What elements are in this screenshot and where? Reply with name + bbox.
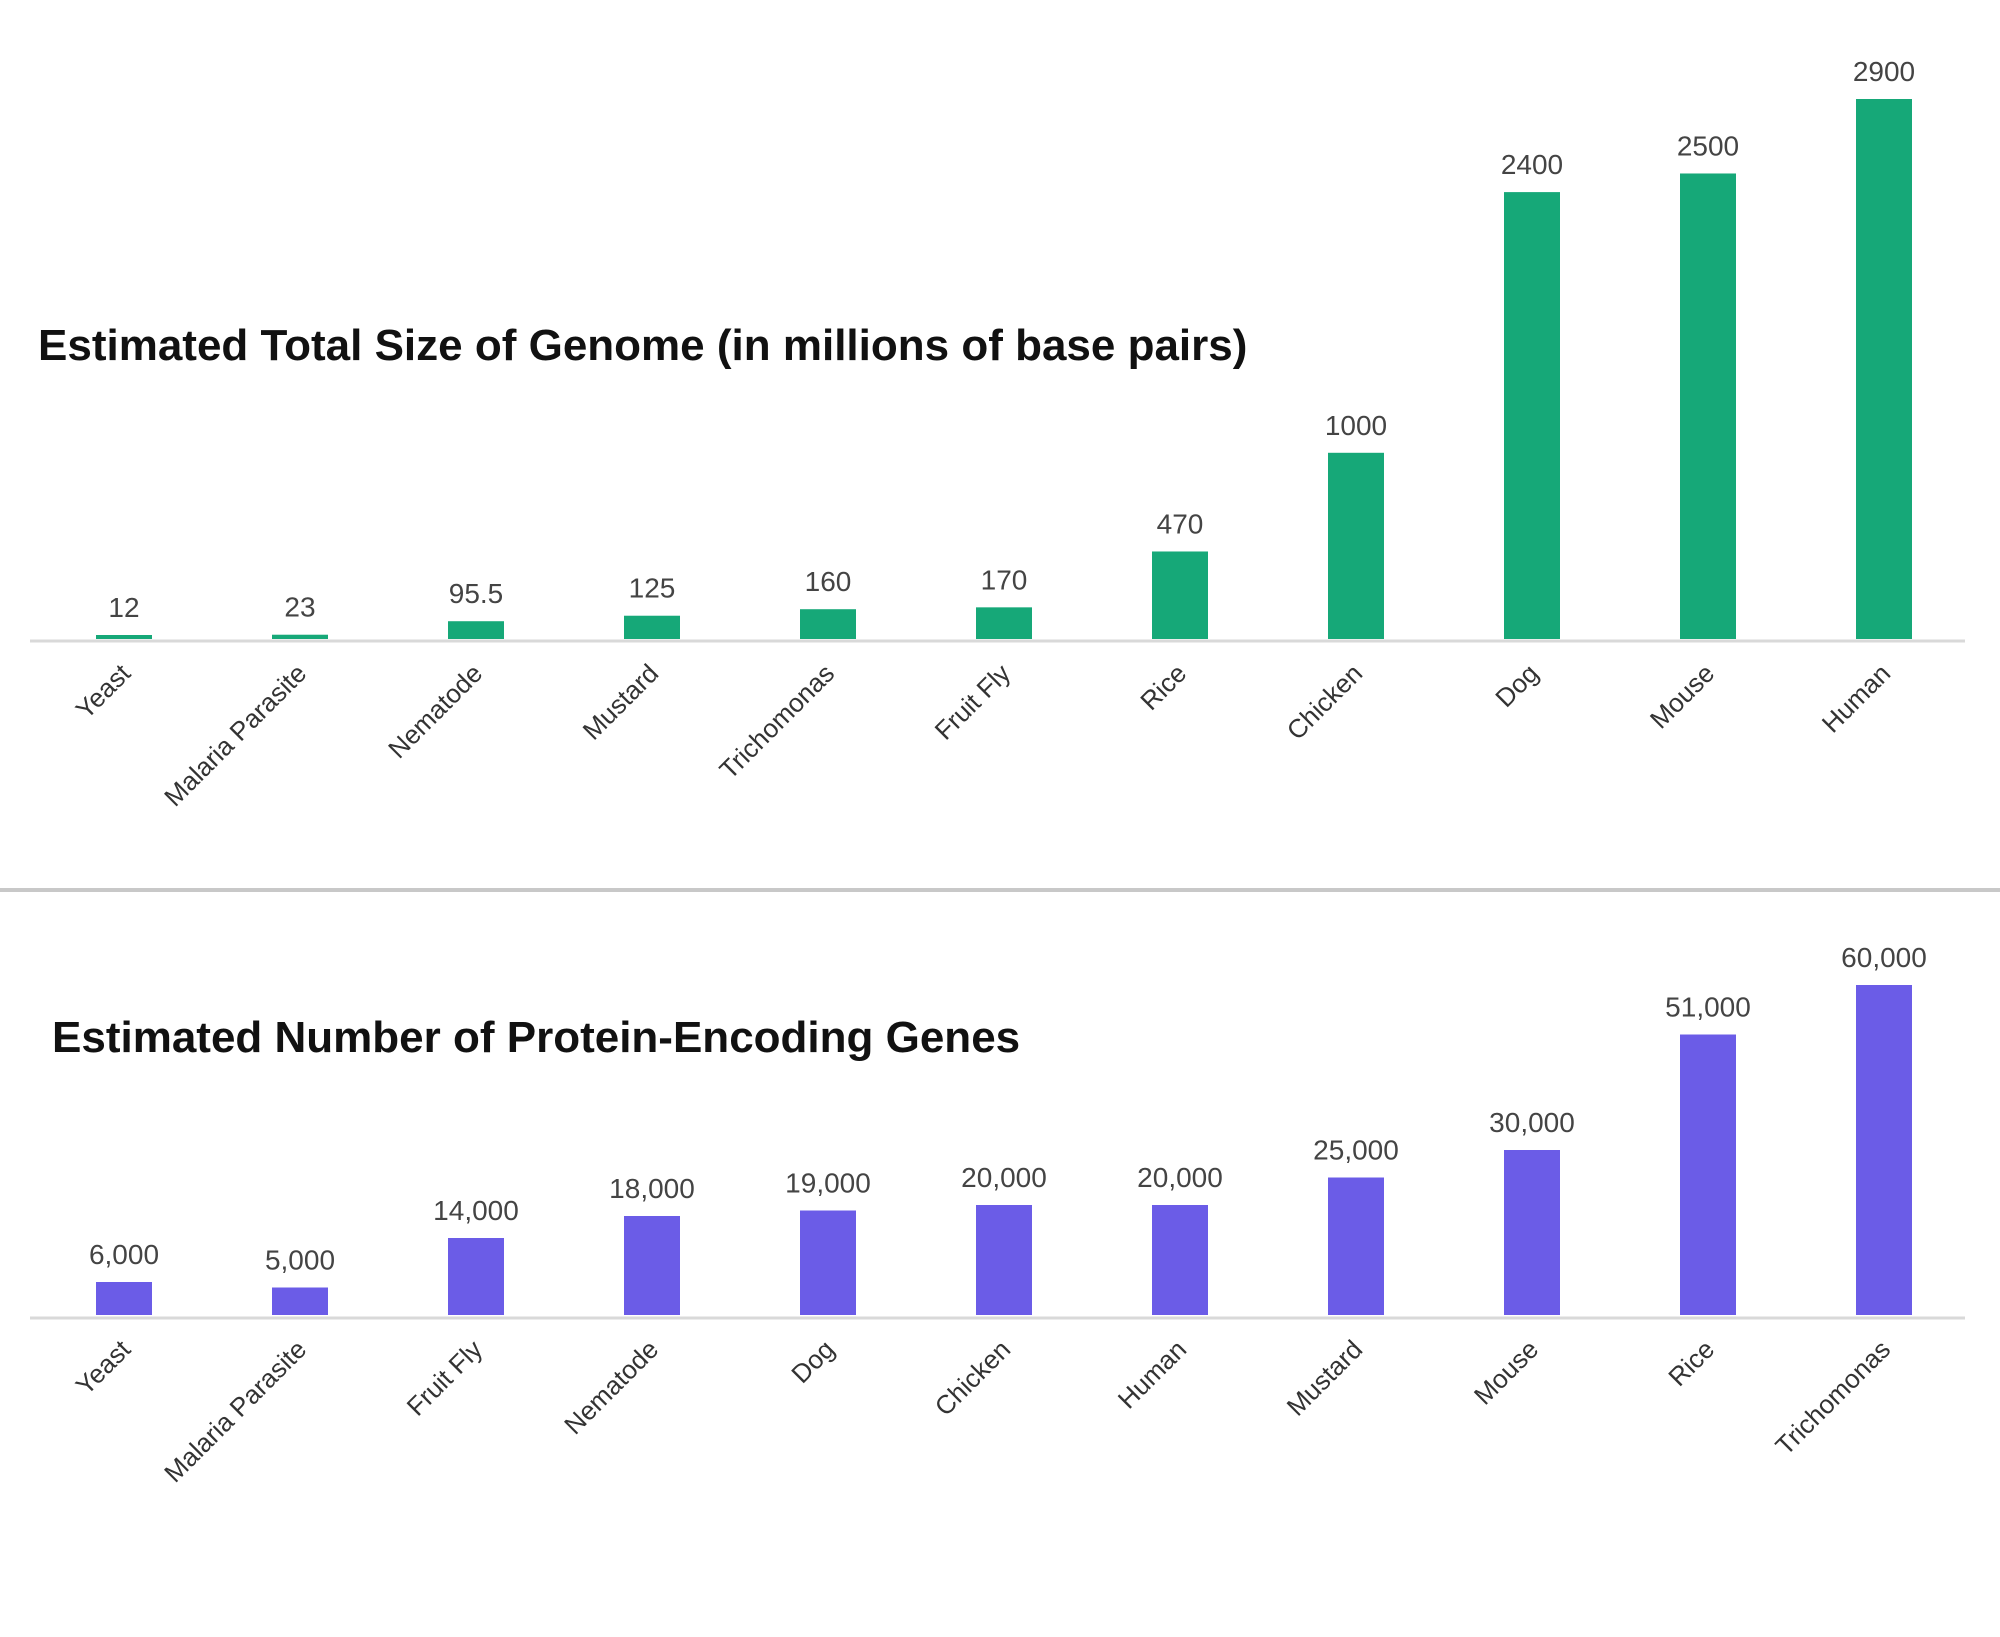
- genome-size-value-label: 170: [981, 564, 1028, 595]
- genome-size-category-label: Trichomonas: [713, 658, 840, 785]
- protein-genes-bar: [976, 1205, 1032, 1315]
- genome-size-category-label: Yeast: [70, 657, 137, 724]
- protein-genes-bar: [448, 1238, 504, 1315]
- protein-genes-value-label: 25,000: [1313, 1135, 1399, 1166]
- genome-size-bar: [1328, 452, 1384, 639]
- protein-genes-category-label: Mustard: [1281, 1334, 1369, 1422]
- genome-size-category-label: Mouse: [1644, 658, 1720, 734]
- genome-size-value-label: 95.5: [449, 578, 504, 609]
- protein-genes-bar: [96, 1282, 152, 1315]
- genome-size-bar: [976, 607, 1032, 639]
- protein-genes-category-label: Chicken: [929, 1334, 1017, 1422]
- protein-genes-bar: [1152, 1205, 1208, 1315]
- genome-size-bar: [272, 634, 328, 639]
- genome-size-category-label: Human: [1816, 658, 1896, 738]
- genome-size-bar: [800, 609, 856, 639]
- protein-genes-bar: [1856, 985, 1912, 1315]
- genome-size-category-label: Malaria Parasite: [158, 658, 312, 812]
- protein-genes-value-label: 51,000: [1665, 992, 1751, 1023]
- protein-genes-value-label: 14,000: [433, 1195, 519, 1226]
- genome-size-bar: [448, 621, 504, 639]
- genome-size-value-label: 2900: [1853, 56, 1915, 87]
- protein-genes-category-label: Nematode: [558, 1334, 664, 1440]
- genome-size-category-label: Nematode: [382, 658, 488, 764]
- genome-size-value-label: 160: [805, 566, 852, 597]
- protein-genes-bar: [624, 1216, 680, 1315]
- protein-genes-category-label: Fruit Fly: [401, 1334, 489, 1422]
- protein-genes-value-label: 18,000: [609, 1173, 695, 1204]
- protein-genes-category-label: Trichomonas: [1769, 1334, 1896, 1461]
- genome-size-bar: [96, 635, 152, 639]
- genome-size-category-label: Chicken: [1281, 658, 1369, 746]
- protein-genes-bar: [1328, 1177, 1384, 1315]
- protein-genes-category-label: Rice: [1662, 1334, 1720, 1392]
- genome-size-bar: [624, 615, 680, 639]
- protein-genes-category-label: Mouse: [1468, 1334, 1544, 1410]
- protein-genes-value-label: 60,000: [1841, 942, 1927, 973]
- protein-genes-value-label: 19,000: [785, 1168, 871, 1199]
- genome-size-value-label: 125: [629, 573, 676, 604]
- protein-genes-bar: [1504, 1150, 1560, 1315]
- protein-genes-value-label: 6,000: [89, 1239, 159, 1270]
- protein-genes-bar: [800, 1210, 856, 1315]
- genome-size-category-label: Dog: [1489, 658, 1544, 713]
- genome-size-chart-title: Estimated Total Size of Genome (in milli…: [38, 321, 1247, 370]
- genome-size-value-label: 12: [108, 592, 139, 623]
- protein-genes-bar: [1680, 1034, 1736, 1315]
- protein-genes-chart: Estimated Number of Protein-Encoding Gen…: [30, 942, 1965, 1488]
- genome-size-bar: [1680, 173, 1736, 639]
- protein-genes-chart-title: Estimated Number of Protein-Encoding Gen…: [52, 1013, 1020, 1062]
- protein-genes-category-label: Yeast: [70, 1333, 137, 1400]
- protein-genes-value-label: 5,000: [265, 1245, 335, 1276]
- genome-size-bar: [1504, 192, 1560, 639]
- genome-size-value-label: 1000: [1325, 410, 1387, 441]
- protein-genes-category-label: Human: [1112, 1334, 1192, 1414]
- genome-size-category-label: Fruit Fly: [929, 658, 1017, 746]
- protein-genes-value-label: 30,000: [1489, 1107, 1575, 1138]
- genome-size-bar: [1152, 551, 1208, 639]
- protein-genes-category-label: Dog: [785, 1334, 840, 1389]
- protein-genes-category-label: Malaria Parasite: [158, 1334, 312, 1488]
- genome-size-value-label: 2400: [1501, 149, 1563, 180]
- genome-size-category-label: Rice: [1134, 658, 1192, 716]
- genome-size-chart: Estimated Total Size of Genome (in milli…: [30, 56, 1965, 812]
- genome-size-bar: [1856, 99, 1912, 639]
- protein-genes-bar: [272, 1287, 328, 1315]
- protein-genes-value-label: 20,000: [1137, 1162, 1223, 1193]
- genome-size-value-label: 23: [284, 592, 315, 623]
- genome-size-value-label: 2500: [1677, 130, 1739, 161]
- genome-size-category-label: Mustard: [577, 658, 665, 746]
- genome-size-value-label: 470: [1157, 508, 1204, 539]
- protein-genes-value-label: 20,000: [961, 1162, 1047, 1193]
